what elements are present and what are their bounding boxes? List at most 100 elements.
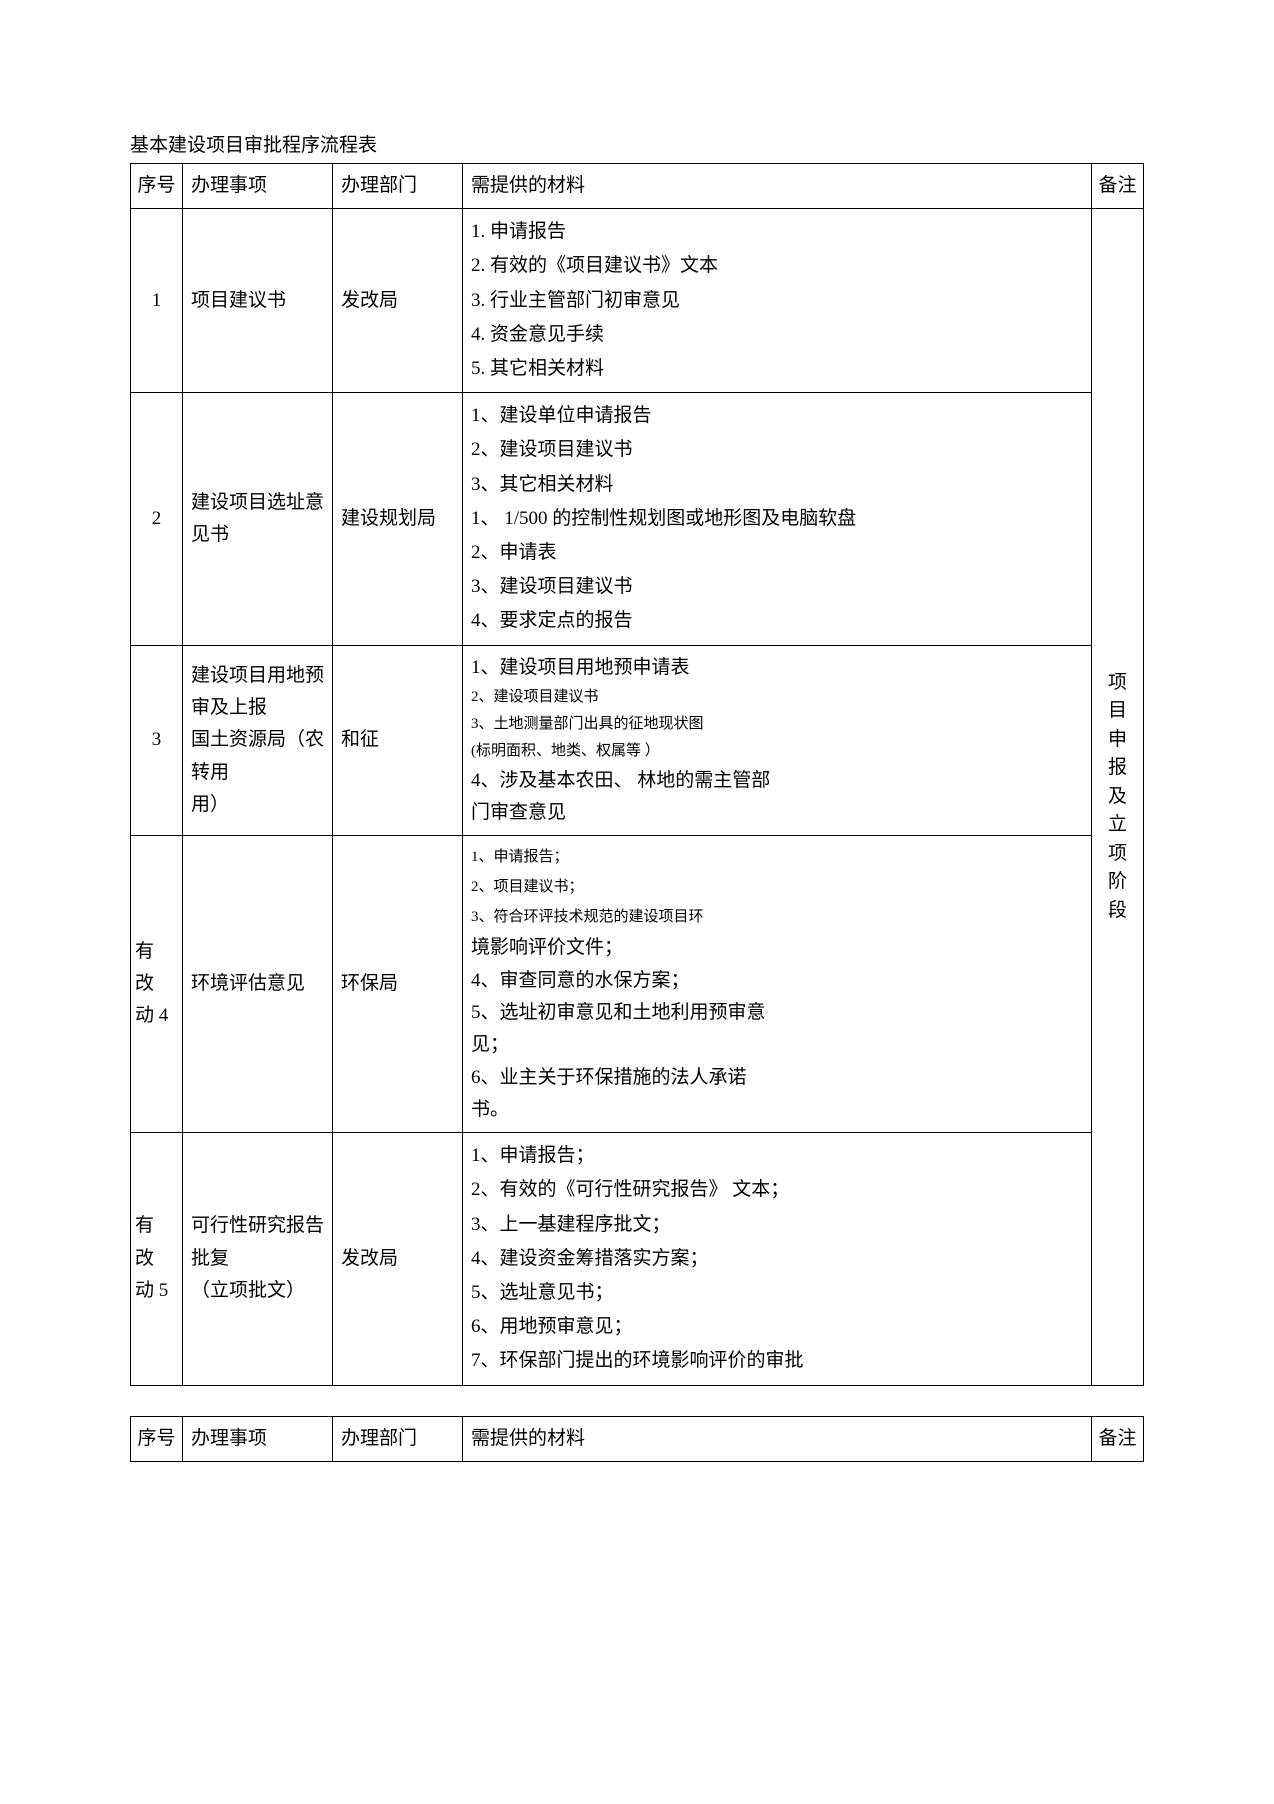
list-item: 2. 有效的《项目建议书》文本: [471, 249, 1083, 283]
table-row: 有 改 动 4 环境评估意见 环保局 1、申请报告； 2、项目建议书； 3、符合…: [131, 836, 1144, 1133]
line: 改: [135, 968, 178, 1000]
list-item: 3、土地测量部门出具的征地现状图: [471, 711, 1083, 738]
list-item: 2、申请表: [471, 536, 1083, 570]
header-item: 办理事项: [183, 164, 333, 209]
cell-seq: 3: [131, 645, 183, 836]
line: 审及上报: [191, 692, 324, 724]
cell-materials: 1. 申请报告 2. 有效的《项目建议书》文本 3. 行业主管部门初审意见 4.…: [463, 209, 1092, 393]
cell-materials: 1、申请报告； 2、项目建议书； 3、符合环评技术规范的建设项目环 境影响评价文…: [463, 836, 1092, 1133]
list-item: 1. 申请报告: [471, 215, 1083, 249]
note-char: 段: [1096, 897, 1139, 926]
note-char: 报: [1096, 754, 1139, 783]
list-item: 3. 行业主管部门初审意见: [471, 284, 1083, 318]
line: 动 4: [135, 1000, 178, 1032]
line: 有: [135, 1210, 178, 1242]
list-item: 6、用地预审意见；: [471, 1310, 1083, 1344]
materials-list: 1. 申请报告 2. 有效的《项目建议书》文本 3. 行业主管部门初审意见 4.…: [471, 215, 1083, 386]
list-item: 3、上一基建程序批文；: [471, 1208, 1083, 1242]
table-row: 1 项目建议书 发改局 1. 申请报告 2. 有效的《项目建议书》文本 3. 行…: [131, 209, 1144, 393]
line: 可行性研究报告: [191, 1210, 324, 1242]
line: 批复: [191, 1243, 324, 1275]
table-row: 3 建设项目用地预 审及上报 国土资源局（农转用 用） 和征 1、建设项目用地预…: [131, 645, 1144, 836]
list-item: 4、涉及基本农田、 林地的需主管部: [471, 765, 1083, 797]
list-item: 1、申请报告；: [471, 842, 1083, 872]
cell-seq: 1: [131, 209, 183, 393]
line: （立项批文）: [191, 1275, 324, 1307]
line: 用）: [191, 789, 324, 821]
list-item: 7、环保部门提出的环境影响评价的审批: [471, 1344, 1083, 1378]
note-char: 项: [1096, 840, 1139, 869]
list-item: 书。: [471, 1094, 1083, 1126]
list-item: 5. 其它相关材料: [471, 352, 1083, 386]
list-item: 4、要求定点的报告: [471, 604, 1083, 638]
line: 建设项目用地预: [191, 660, 324, 692]
materials-list: 1、申请报告； 2、有效的《可行性研究报告》 文本； 3、上一基建程序批文； 4…: [471, 1139, 1083, 1378]
main-table: 序号 办理事项 办理部门 需提供的材料 备注 1 项目建议书 发改局 1. 申请…: [130, 163, 1144, 1386]
header-item: 办理事项: [183, 1416, 333, 1461]
materials-list: 1、建设单位申请报告 2、建设项目建议书 3、其它相关材料 1、 1/500 的…: [471, 399, 1083, 638]
header-note: 备注: [1092, 1416, 1144, 1461]
note-char: 及: [1096, 783, 1139, 812]
list-item: 4、建设资金筹措落实方案；: [471, 1242, 1083, 1276]
secondary-table: 序号 办理事项 办理部门 需提供的材料 备注: [130, 1416, 1144, 1462]
header-seq: 序号: [131, 1416, 183, 1461]
list-item: 3、符合环评技术规范的建设项目环: [471, 902, 1083, 932]
cell-dept: 发改局: [333, 1133, 463, 1385]
line: 改: [135, 1243, 178, 1275]
cell-item: 建设项目用地预 审及上报 国土资源局（农转用 用）: [183, 645, 333, 836]
header-row: 序号 办理事项 办理部门 需提供的材料 备注: [131, 164, 1144, 209]
list-item: 2、项目建议书；: [471, 872, 1083, 902]
header-row: 序号 办理事项 办理部门 需提供的材料 备注: [131, 1416, 1144, 1461]
cell-seq: 2: [131, 393, 183, 645]
note-cell: 项 目 申 报 及 立 项 阶 段: [1092, 209, 1144, 1385]
list-item: 境影响评价文件；: [471, 932, 1083, 964]
note-char: 目: [1096, 697, 1139, 726]
table-row: 有 改 动 5 可行性研究报告 批复 （立项批文） 发改局 1、申请报告； 2、…: [131, 1133, 1144, 1385]
list-item: 3、其它相关材料: [471, 468, 1083, 502]
list-item: 2、建设项目建议书: [471, 433, 1083, 467]
cell-materials: 1、建设单位申请报告 2、建设项目建议书 3、其它相关材料 1、 1/500 的…: [463, 393, 1092, 645]
note-char: 申: [1096, 726, 1139, 755]
line: 有: [135, 936, 178, 968]
header-note: 备注: [1092, 164, 1144, 209]
cell-seq: 有 改 动 5: [131, 1133, 183, 1385]
list-item: 5、选址初审意见和土地利用预审意: [471, 997, 1083, 1029]
cell-dept: 发改局: [333, 209, 463, 393]
list-item: 4. 资金意见手续: [471, 318, 1083, 352]
list-item: 5、选址意见书；: [471, 1276, 1083, 1310]
cell-item: 环境评估意见: [183, 836, 333, 1133]
note-char: 阶: [1096, 868, 1139, 897]
list-item: 2、有效的《可行性研究报告》 文本；: [471, 1173, 1083, 1207]
cell-dept: 建设规划局: [333, 393, 463, 645]
header-dept: 办理部门: [333, 164, 463, 209]
cell-dept: 环保局: [333, 836, 463, 1133]
list-item: 3、建设项目建议书: [471, 570, 1083, 604]
line: 国土资源局（农转用: [191, 724, 324, 789]
cell-materials: 1、建设项目用地预申请表 2、建设项目建议书 3、土地测量部门出具的征地现状图 …: [463, 645, 1092, 836]
list-item: 2、建设项目建议书: [471, 684, 1083, 711]
table-row: 2 建设项目选址意见书 建设规划局 1、建设单位申请报告 2、建设项目建议书 3…: [131, 393, 1144, 645]
list-item: (标明面积、地类、权属等 ）: [471, 738, 1083, 765]
list-item: 4、审查同意的水保方案；: [471, 965, 1083, 997]
note-char: 立: [1096, 811, 1139, 840]
list-item: 门审查意见: [471, 797, 1083, 829]
list-item: 1、申请报告；: [471, 1139, 1083, 1173]
page-title: 基本建设项目审批程序流程表: [130, 130, 1144, 157]
list-item: 1、建设项目用地预申请表: [471, 652, 1083, 684]
note-char: 项: [1096, 669, 1139, 698]
list-item: 6、业主关于环保措施的法人承诺: [471, 1062, 1083, 1094]
cell-item: 项目建议书: [183, 209, 333, 393]
cell-item: 可行性研究报告 批复 （立项批文）: [183, 1133, 333, 1385]
header-seq: 序号: [131, 164, 183, 209]
header-materials: 需提供的材料: [463, 164, 1092, 209]
cell-materials: 1、申请报告； 2、有效的《可行性研究报告》 文本； 3、上一基建程序批文； 4…: [463, 1133, 1092, 1385]
list-item: 1、建设单位申请报告: [471, 399, 1083, 433]
line: 和征: [341, 724, 454, 756]
line: 动 5: [135, 1275, 178, 1307]
header-dept: 办理部门: [333, 1416, 463, 1461]
cell-dept: 和征: [333, 645, 463, 836]
cell-item: 建设项目选址意见书: [183, 393, 333, 645]
list-item: 1、 1/500 的控制性规划图或地形图及电脑软盘: [471, 502, 1083, 536]
header-materials: 需提供的材料: [463, 1416, 1092, 1461]
cell-seq: 有 改 动 4: [131, 836, 183, 1133]
